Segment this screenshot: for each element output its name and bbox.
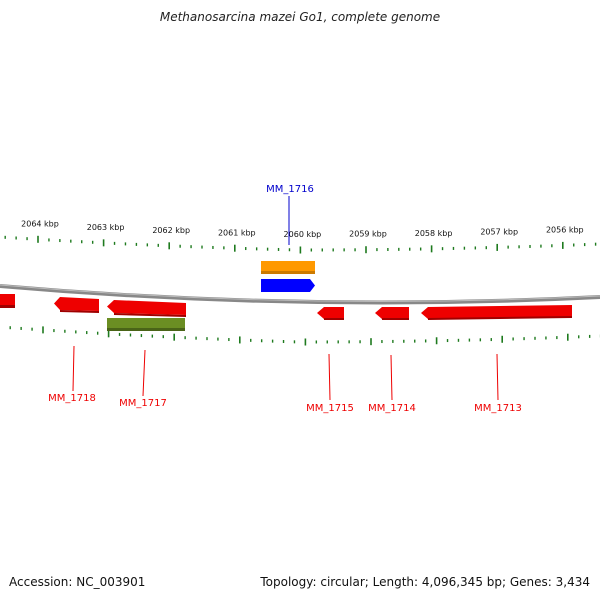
gene-mm-1715[interactable] [317, 307, 344, 320]
label-mm-1715[interactable]: MM_1715 [306, 403, 354, 414]
tick-label: 2061 kbp [218, 228, 256, 237]
label-mm-1717[interactable]: MM_1717 [119, 398, 167, 409]
tick-label: 2059 kbp [349, 230, 387, 239]
olive-feature[interactable] [107, 318, 185, 331]
gene-mm-1713[interactable] [421, 305, 572, 320]
tick-label: 2060 kbp [284, 230, 322, 239]
genome-summary-text: Topology: circular; Length: 4,096,345 bp… [260, 575, 590, 589]
page-title: Methanosarcina mazei Go1, complete genom… [159, 10, 441, 24]
leader-mm-1715 [328, 353, 331, 401]
tick-label: 2056 kbp [546, 225, 584, 234]
tick-label: 2058 kbp [415, 229, 453, 238]
tick-labels: 2064 kbp 2063 kbp 2062 kbp 2061 kbp 2060 kbp… [21, 219, 584, 239]
orange-feature[interactable] [261, 261, 315, 274]
tick-row-bottom [9, 326, 600, 346]
label-mm-1716[interactable]: MM_1716 [266, 184, 314, 195]
tick-row-top [4, 235, 597, 254]
label-mm-1718[interactable]: MM_1718 [48, 393, 96, 404]
leader-mm-1713 [496, 353, 499, 401]
gene-partial-left[interactable] [0, 294, 15, 308]
genome-backbone [0, 284, 600, 305]
leader-mm-1718 [72, 345, 75, 392]
tick-label: 2062 kbp [152, 226, 190, 235]
gene-mm-1716[interactable] [261, 279, 315, 292]
label-mm-1714[interactable]: MM_1714 [368, 403, 416, 414]
tick-label: 2063 kbp [87, 223, 125, 232]
label-mm-1713[interactable]: MM_1713 [474, 403, 522, 414]
genome-backbone-highlight [0, 284, 600, 302]
gene-mm-1718[interactable] [54, 297, 99, 313]
gene-mm-1717[interactable] [107, 300, 186, 317]
leader-mm-1717 [142, 349, 146, 397]
leader-mm-1714 [390, 354, 393, 401]
gene-mm-1714[interactable] [375, 307, 409, 320]
accession-text: Accession: NC_003901 [9, 575, 146, 589]
tick-label: 2057 kbp [480, 227, 518, 236]
tick-label: 2064 kbp [21, 219, 59, 228]
